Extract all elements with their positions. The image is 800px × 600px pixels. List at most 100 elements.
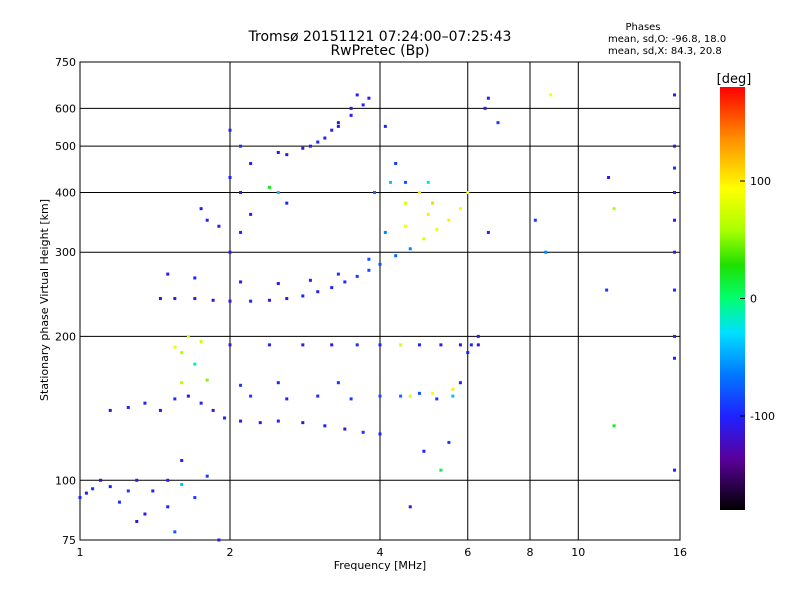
data-point <box>336 381 340 385</box>
data-point <box>367 268 371 272</box>
data-point <box>308 278 312 282</box>
data-point <box>435 397 439 401</box>
data-point <box>466 351 470 355</box>
data-point <box>673 144 677 148</box>
data-point <box>673 250 677 254</box>
data-point <box>193 297 197 301</box>
data-point <box>108 485 112 489</box>
data-point <box>166 505 170 509</box>
data-point <box>135 478 139 482</box>
data-point <box>458 381 462 385</box>
data-point <box>403 224 407 228</box>
data-point <box>228 128 232 132</box>
data-point <box>193 496 197 500</box>
data-point <box>180 482 184 486</box>
data-point <box>673 166 677 170</box>
data-point <box>166 272 170 276</box>
data-point <box>605 288 609 292</box>
data-point <box>458 343 462 347</box>
y-tick-label: 750 <box>55 56 76 69</box>
data-point <box>285 297 289 301</box>
colorbar-tick-label: 100 <box>750 175 771 188</box>
data-point <box>431 201 435 205</box>
data-point <box>186 394 190 398</box>
data-point <box>435 227 439 231</box>
data-point <box>173 297 177 301</box>
data-point <box>316 290 320 294</box>
data-point <box>126 405 130 409</box>
data-point <box>91 487 95 491</box>
data-point <box>228 343 232 347</box>
y-tick-label: 300 <box>55 246 76 259</box>
data-point <box>355 274 359 278</box>
data-point <box>673 218 677 222</box>
data-point <box>673 93 677 97</box>
stats-line-o: mean, sd,O: -96.8, 18.0 <box>608 34 726 45</box>
data-point <box>355 93 359 97</box>
data-point <box>403 201 407 205</box>
data-point <box>549 93 553 97</box>
data-point <box>239 383 243 387</box>
data-point <box>330 128 334 132</box>
data-point <box>349 106 353 110</box>
y-tick-labels: 75 100 200 300 400 500 600 750 <box>55 56 76 547</box>
data-point <box>143 512 147 516</box>
data-point <box>673 288 677 292</box>
data-point <box>612 207 616 211</box>
data-point <box>431 391 435 395</box>
data-point <box>285 201 289 205</box>
data-point <box>84 491 88 495</box>
data-point <box>408 247 412 251</box>
y-axis-label: Stationary phase Virtual Height [km] <box>38 199 51 401</box>
data-point <box>383 230 387 234</box>
data-point <box>451 394 455 398</box>
data-point <box>239 190 243 194</box>
data-point <box>267 185 271 189</box>
data-point <box>258 421 262 425</box>
data-point <box>239 280 243 284</box>
data-point <box>451 387 455 391</box>
x-tick-label: 8 <box>527 546 534 559</box>
data-point <box>422 449 426 453</box>
data-point <box>285 397 289 401</box>
data-point <box>108 408 112 412</box>
data-point <box>673 190 677 194</box>
x-tick-label: 6 <box>464 546 471 559</box>
data-point <box>249 299 253 303</box>
data-point <box>301 421 305 425</box>
data-point <box>323 136 327 140</box>
data-point <box>355 343 359 347</box>
data-point <box>612 424 616 428</box>
data-point <box>193 276 197 280</box>
data-point <box>349 397 353 401</box>
data-point <box>544 250 548 254</box>
data-point <box>426 180 430 184</box>
data-point <box>389 180 393 184</box>
data-point <box>486 96 490 100</box>
data-point <box>180 381 184 385</box>
data-point <box>336 124 340 128</box>
data-point <box>180 458 184 462</box>
x-tick-label: 4 <box>377 546 384 559</box>
data-point <box>205 218 209 222</box>
data-point <box>249 394 253 398</box>
data-point <box>276 282 280 286</box>
data-point <box>367 257 371 261</box>
data-point <box>223 416 227 420</box>
data-point <box>378 394 382 398</box>
data-point <box>673 356 677 360</box>
data-point <box>426 212 430 216</box>
data-point <box>126 489 130 493</box>
data-point <box>143 401 147 405</box>
data-point <box>408 394 412 398</box>
data-point <box>330 343 334 347</box>
data-point <box>378 432 382 436</box>
data-point <box>361 103 365 107</box>
data-point <box>276 190 280 194</box>
data-point <box>199 340 203 344</box>
data-point <box>422 237 426 241</box>
colorbar-tick-label: -100 <box>750 410 775 423</box>
x-tick-label: 1 <box>77 546 84 559</box>
data-point <box>417 391 421 395</box>
